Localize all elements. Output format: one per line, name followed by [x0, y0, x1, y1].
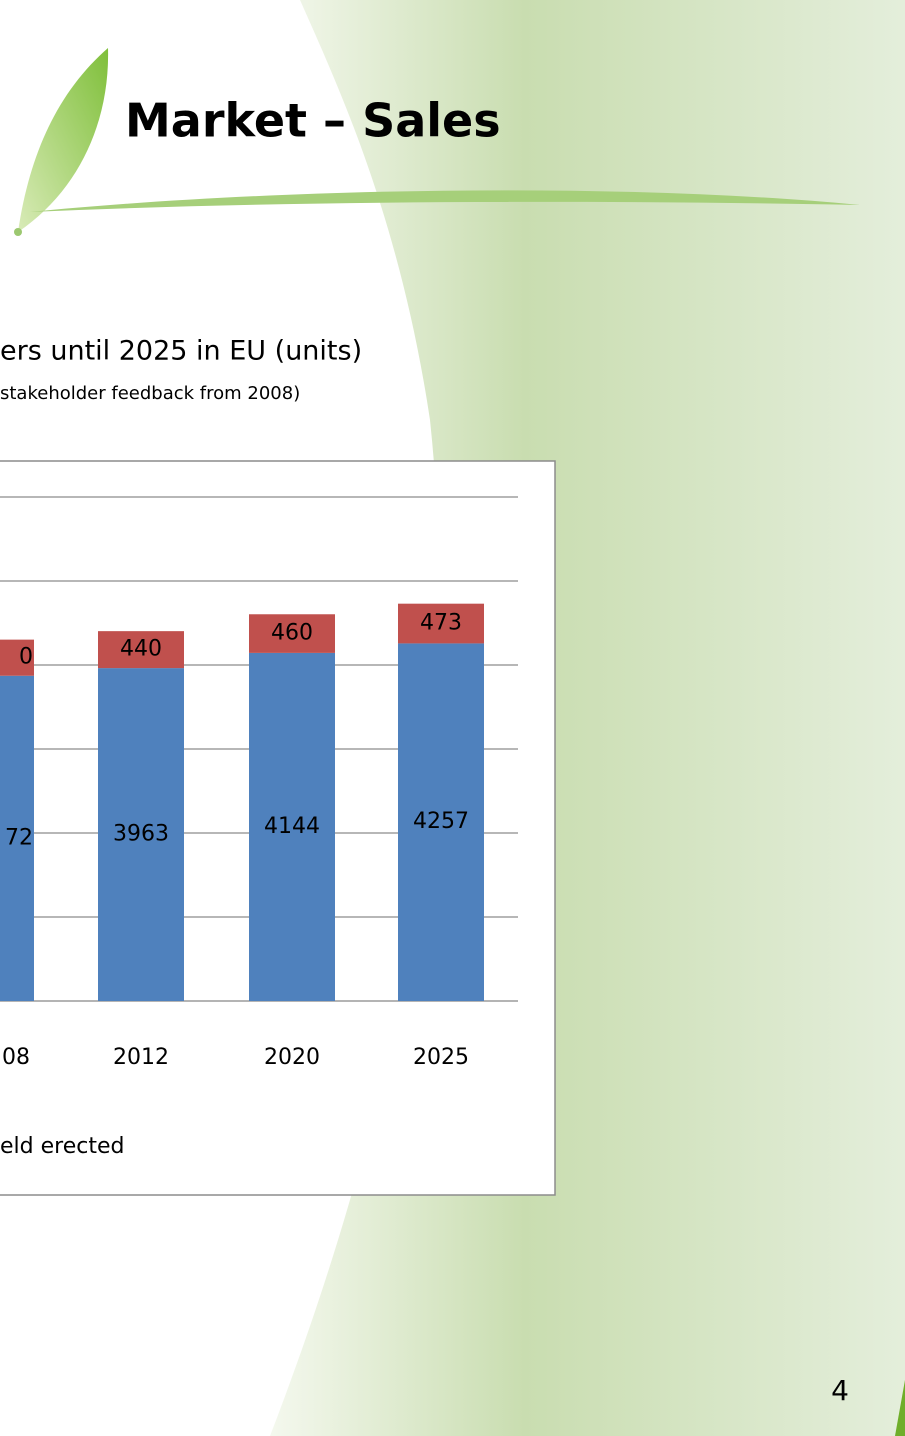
bar-segment	[398, 603, 484, 644]
bar-segment	[0, 675, 34, 1001]
bar-segment	[0, 639, 34, 676]
value-label: 0	[19, 645, 33, 670]
value-label: 473	[420, 611, 462, 636]
bar-segment	[98, 668, 184, 1001]
bar-segment	[98, 631, 184, 669]
bar-segment	[398, 643, 484, 1001]
value-label: 4257	[413, 809, 469, 834]
x-tick-label: 2020	[264, 1045, 320, 1070]
slide-title: Market – Sales	[125, 94, 501, 148]
chart-note: stakeholder feedback from 2008)	[0, 383, 300, 404]
x-tick-label: 2012	[113, 1045, 169, 1070]
value-label: 460	[271, 621, 313, 646]
legend-label: eld erected	[0, 1134, 124, 1159]
corner-accent	[895, 1380, 905, 1436]
value-label: 72	[5, 825, 33, 850]
value-label: 4144	[264, 814, 320, 839]
bar-segment	[249, 652, 335, 1001]
value-label: 3963	[113, 822, 169, 847]
x-tick-label: 2025	[413, 1045, 469, 1070]
x-tick-label: 08	[2, 1045, 30, 1070]
title-swoosh	[30, 190, 860, 212]
plot: 72 0 08 3963 440 2012 4144 460 2020 4257 473 2025	[0, 496, 518, 1070]
leaf-dot	[14, 228, 22, 236]
chart-subtitle: ers until 2025 in EU (units)	[0, 336, 362, 367]
bar-segment	[249, 614, 335, 653]
value-label: 440	[120, 637, 162, 662]
leaf	[18, 48, 109, 232]
page-number: 4	[831, 1374, 849, 1407]
